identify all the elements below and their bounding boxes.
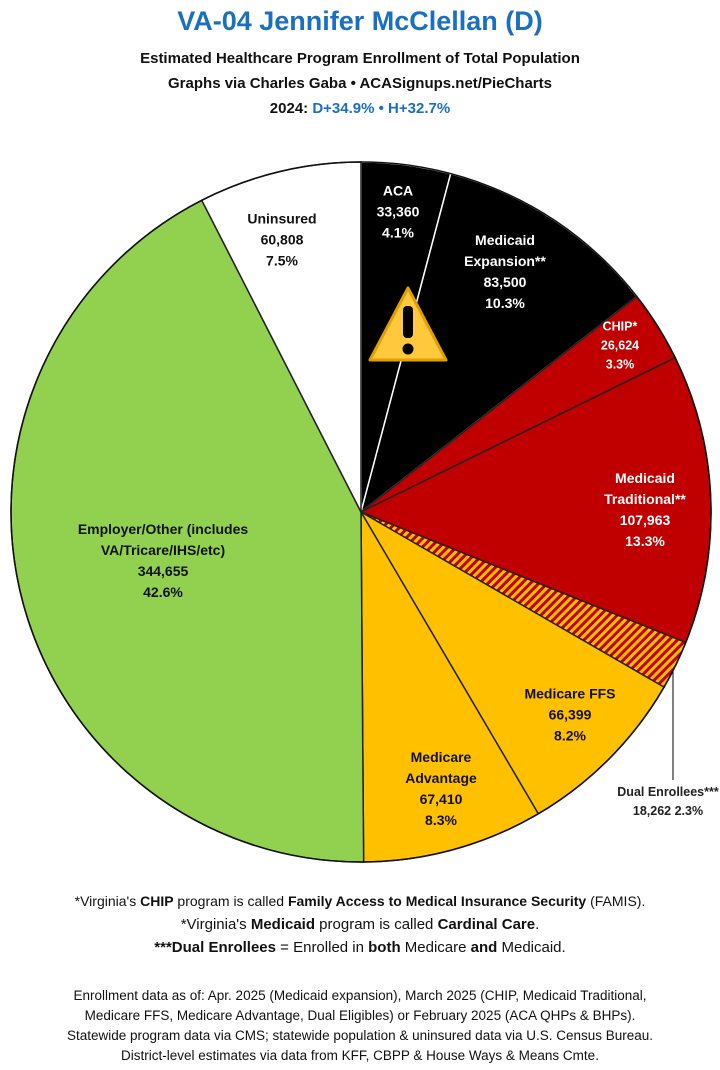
slice-label: ACA 33,360 4.1% bbox=[343, 181, 453, 244]
slice-value: 67,410 bbox=[419, 791, 463, 807]
footnote: ***Dual Enrollees = Enrolled in both Med… bbox=[0, 939, 720, 956]
subtitle: Estimated Healthcare Program Enrollment … bbox=[140, 50, 580, 67]
slice-name: Medicaid Expansion** bbox=[464, 232, 546, 269]
slice-value: 83,500 bbox=[483, 274, 527, 290]
footnote-text: program is called bbox=[173, 893, 288, 909]
slice-percent: 3.3% bbox=[605, 357, 635, 372]
slice-name: Uninsured bbox=[247, 210, 317, 227]
footnote-text: Medicaid bbox=[250, 916, 316, 933]
year-label: 2024: bbox=[269, 100, 309, 117]
slice-label: Medicare FFS 66,399 8.2% bbox=[500, 684, 640, 747]
footnote-text: CHIP bbox=[140, 893, 174, 909]
chart-title: VA-04 Jennifer McClellan (D) bbox=[177, 6, 543, 36]
slice-name: CHIP* bbox=[602, 319, 638, 334]
slice-percent: 7.5% bbox=[266, 252, 298, 269]
slice-name: Medicare Advantage bbox=[405, 749, 477, 786]
source-note: Statewide program data via CMS; statewid… bbox=[66, 1028, 654, 1043]
footnote-text: Medicaid. bbox=[497, 939, 566, 956]
slice-label: Uninsured 60,808 7.5% bbox=[222, 209, 342, 272]
slice-value: 107,963 bbox=[619, 512, 671, 528]
source-note: District-level estimates via data from K… bbox=[121, 1048, 599, 1063]
slice-name: Medicaid Traditional** bbox=[604, 470, 686, 507]
slice-value: 26,624 bbox=[600, 338, 640, 353]
slice-label: Dual Enrollees*** 18,262 2.3% bbox=[588, 783, 720, 821]
slice-name: Employer/Other (includes VA/Tricare/IHS/… bbox=[77, 521, 249, 558]
footnote-text: (FAMIS). bbox=[586, 893, 646, 909]
footnote-text: Medicare bbox=[400, 939, 471, 956]
slice-percent: 42.6% bbox=[143, 584, 183, 600]
slice-percent: 4.1% bbox=[382, 224, 414, 241]
footnote: *Virginia's Medicaid program is called C… bbox=[0, 916, 720, 933]
subtitle: 2024: D+34.9% • H+32.7% bbox=[0, 100, 720, 117]
slice-name: Dual Enrollees*** bbox=[617, 785, 719, 799]
source-note: Enrollment data as of: Apr. 2025 (Medica… bbox=[73, 988, 647, 1003]
subtitle: Graphs via Charles Gaba • ACASignups.net… bbox=[168, 75, 552, 92]
footnote-text: *Virginia's bbox=[74, 893, 141, 909]
slice-percent: 8.2% bbox=[554, 727, 586, 744]
footnote-text: . bbox=[535, 916, 540, 933]
warning-icon bbox=[368, 286, 448, 362]
slice-value: 33,360 bbox=[376, 203, 420, 220]
slice-percent: 13.3% bbox=[625, 533, 665, 549]
footnote-text: ***Dual Enrollees bbox=[154, 939, 276, 956]
footnote-text: *Virginia's bbox=[180, 916, 251, 933]
slice-label: Medicaid Traditional** 107,963 13.3% bbox=[575, 468, 715, 552]
footnote-text: Cardinal Care bbox=[437, 916, 536, 933]
footnote-text: both bbox=[368, 939, 401, 956]
slice-value: 66,399 bbox=[548, 706, 592, 723]
slice-label: Medicaid Expansion** 83,500 10.3% bbox=[435, 230, 575, 314]
slice-label: CHIP* 26,624 3.3% bbox=[575, 318, 665, 375]
footnote-text: = Enrolled in bbox=[276, 939, 369, 956]
partisan-lean: D+34.9% • H+32.7% bbox=[312, 100, 451, 117]
slice-percent: 10.3% bbox=[485, 295, 525, 311]
slice-value: 60,808 bbox=[260, 231, 304, 248]
footnote: *Virginia's CHIP program is called Famil… bbox=[0, 893, 720, 909]
footnote-text: program is called bbox=[315, 916, 438, 933]
slice-value: 344,655 bbox=[137, 563, 189, 579]
slice-values: 18,262 2.3% bbox=[588, 802, 720, 821]
source-note: Medicare FFS, Medicare Advantage, Dual E… bbox=[84, 1008, 636, 1023]
slice-label: Medicare Advantage 67,410 8.3% bbox=[386, 747, 496, 831]
footnote-text: Family Access to Medical Insurance Secur… bbox=[287, 893, 587, 909]
footnote-text: and bbox=[470, 939, 498, 956]
slice-name: Medicare FFS bbox=[524, 685, 616, 702]
slice-name: ACA bbox=[382, 182, 414, 199]
slice-percent: 2.3% bbox=[674, 804, 704, 818]
slice-value: 18,262 bbox=[632, 804, 672, 818]
pie-outline bbox=[10, 161, 712, 863]
slice-percent: 8.3% bbox=[425, 812, 457, 828]
slice-label: Employer/Other (includes VA/Tricare/IHS/… bbox=[33, 519, 293, 603]
